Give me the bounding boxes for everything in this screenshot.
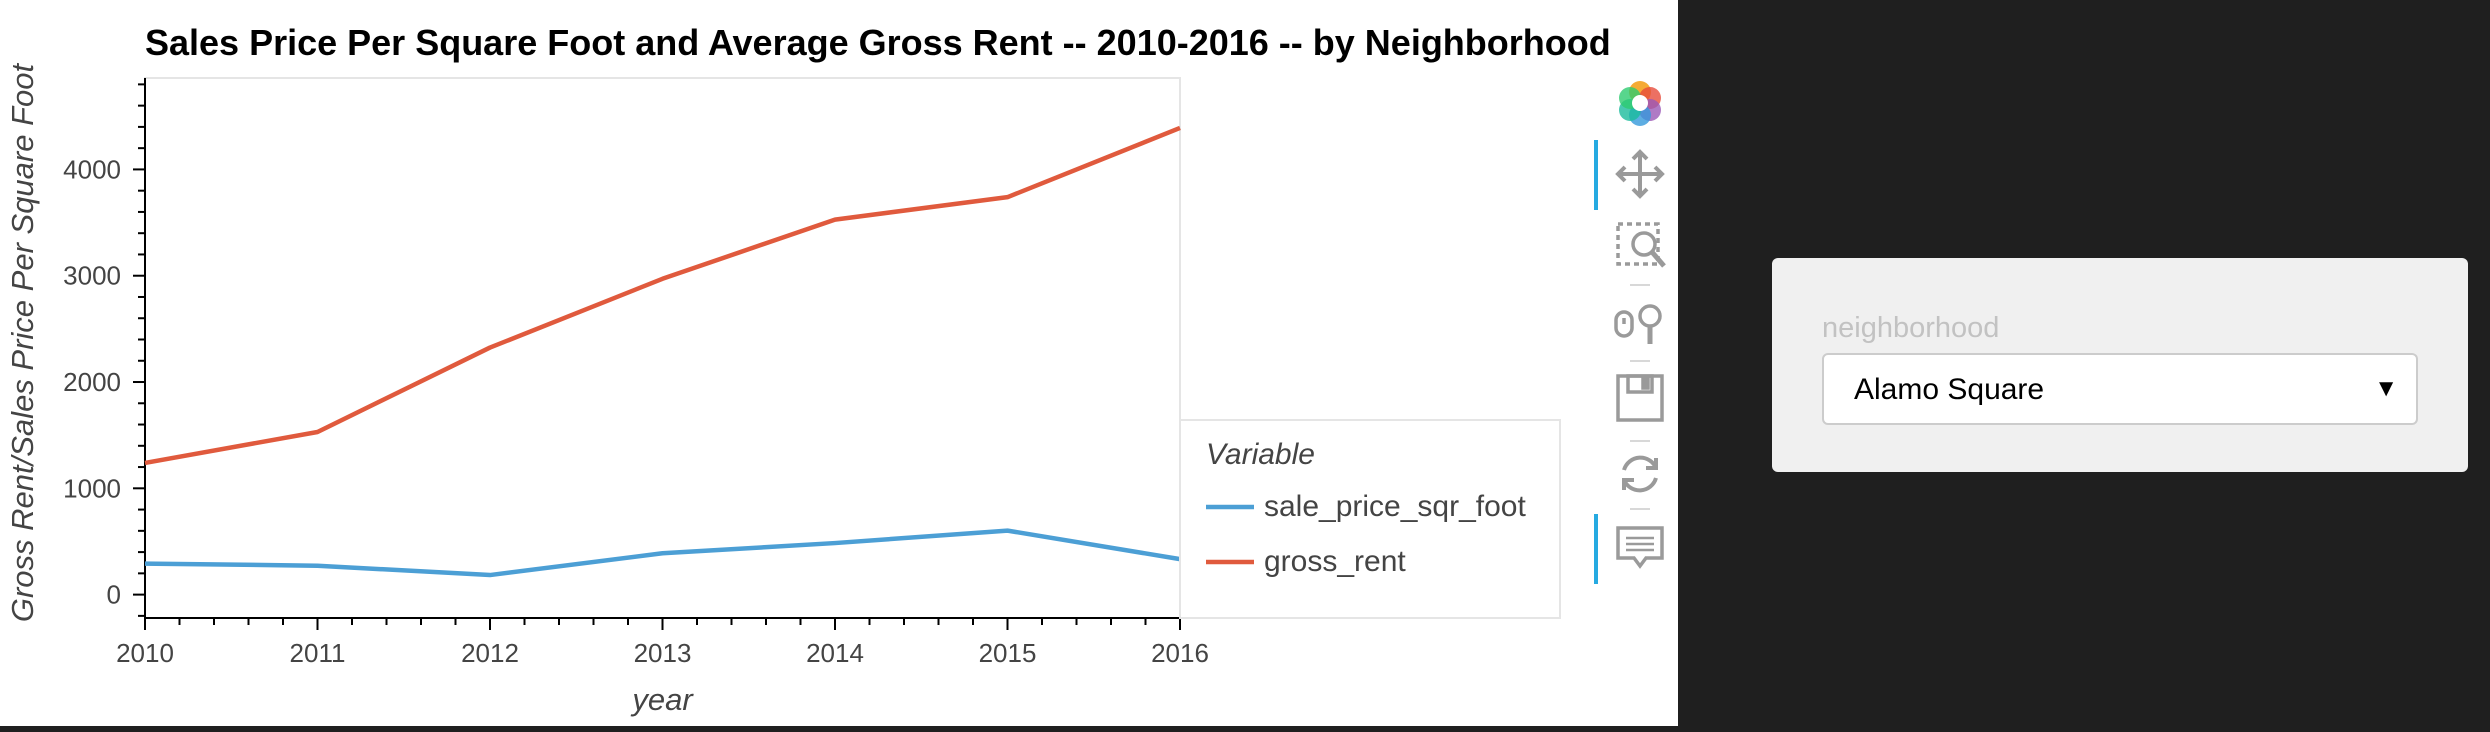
x-tick-label: 2012 <box>461 638 519 668</box>
plot-toolbar <box>1594 72 1678 592</box>
reset-icon[interactable] <box>1610 444 1670 504</box>
y-tick-label: 0 <box>107 580 121 610</box>
neighborhood-widget: neighborhood Alamo Square ▼ <box>1772 258 2468 472</box>
dropdown-arrow-icon: ▼ <box>2374 375 2398 402</box>
bokeh-logo-icon[interactable] <box>1610 72 1670 132</box>
y-tick-label: 1000 <box>63 473 121 503</box>
x-tick-label: 2014 <box>806 638 864 668</box>
save-icon[interactable] <box>1610 368 1670 428</box>
neighborhood-select[interactable]: Alamo Square ▼ <box>1822 353 2418 425</box>
toolbar-separator <box>1630 284 1650 286</box>
plot-panel: 0 1000 2000 3000 4000 2010 2011 2012 2013 2014 201… <box>0 0 1678 726</box>
y-tick-label: 3000 <box>63 261 121 291</box>
y-tick-label: 4000 <box>63 154 121 184</box>
toolbar-separator <box>1630 508 1650 510</box>
x-tick-label: 2016 <box>1151 638 1209 668</box>
x-tick-label: 2015 <box>979 638 1037 668</box>
legend-box <box>1179 419 1561 619</box>
toolbar-separator <box>1630 360 1650 362</box>
legend-item-label: gross_rent <box>1264 545 1406 578</box>
series-line-gross-rent <box>144 125 1181 466</box>
toolbar-separator <box>1630 440 1650 442</box>
legend-item-label: sale_price_sqr_foot <box>1264 490 1526 523</box>
x-tick-label: 2010 <box>116 638 174 668</box>
series-line-sale-price-sqr-foot <box>144 528 1181 578</box>
y-axis-label: Gross Rent/Sales Price Per Square Foot <box>5 62 40 622</box>
x-tick-label: 2011 <box>290 638 346 668</box>
y-tick-label: 2000 <box>63 367 121 397</box>
neighborhood-label: neighborhood <box>1822 312 2000 344</box>
legend-title: Variable <box>1206 438 1315 471</box>
x-tick-label: 2013 <box>634 638 692 668</box>
hover-icon[interactable] <box>1594 514 1670 584</box>
wheel-zoom-icon[interactable] <box>1610 294 1670 354</box>
selected-neighborhood: Alamo Square <box>1854 373 2045 406</box>
line-chart: 0 1000 2000 3000 4000 2010 2011 2012 2013 2014 201… <box>5 62 1561 717</box>
pan-icon[interactable] <box>1594 140 1670 210</box>
x-axis-label: year <box>630 682 694 717</box>
plot-frame <box>144 77 1181 619</box>
chart-title: Sales Price Per Square Foot and Average … <box>145 22 1611 63</box>
box-zoom-icon[interactable] <box>1610 216 1670 276</box>
